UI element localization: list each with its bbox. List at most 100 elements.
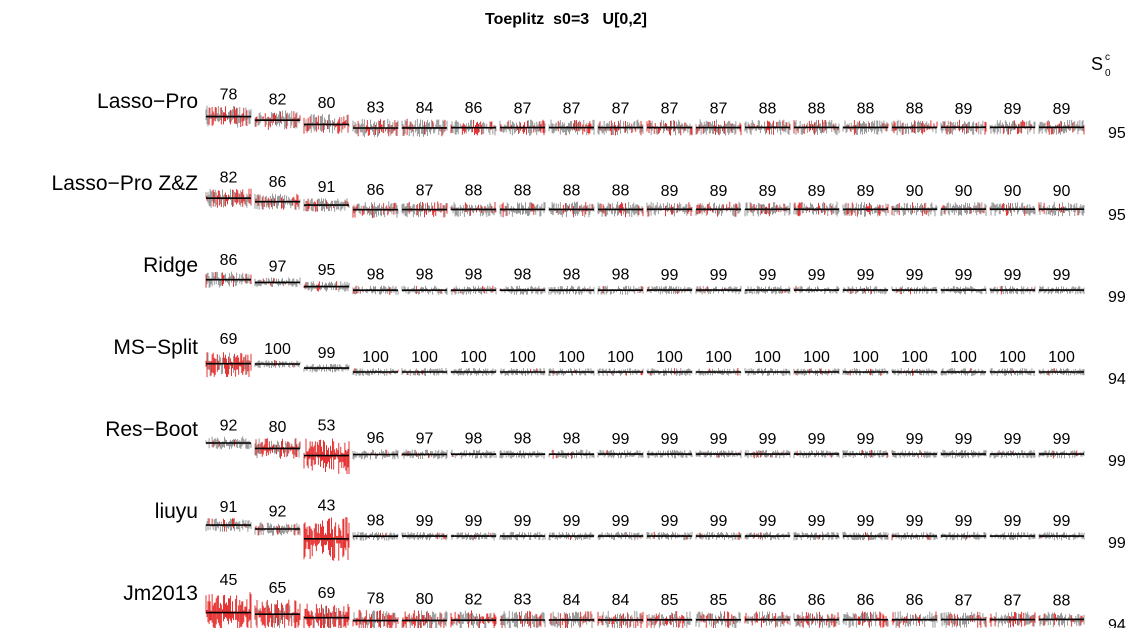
- coverage-panel: 43: [303, 498, 350, 561]
- coverage-label: 92: [269, 503, 287, 520]
- coverage-panel: 100: [499, 349, 546, 376]
- coverage-label: 99: [318, 345, 336, 362]
- coverage-label: 98: [563, 431, 581, 448]
- coverage-panel: 99: [303, 345, 350, 373]
- coverage-panel: 87: [646, 100, 693, 136]
- coverage-label: 98: [367, 513, 385, 530]
- coverage-label: 89: [710, 183, 728, 200]
- coverage-panel: 99: [450, 513, 497, 541]
- coverage-panel: 98: [352, 513, 399, 541]
- coverage-panel: 82: [205, 169, 252, 208]
- coverage-label: 90: [906, 183, 924, 200]
- s0c-coverage-label: 95: [1108, 207, 1126, 224]
- coverage-label: 98: [563, 267, 581, 284]
- method-row: Lasso−Pro 95 78 82 80 83 84 86 87 87 87 87 87 88 88 88 8…: [97, 87, 1126, 142]
- coverage-label: 97: [269, 258, 287, 275]
- coverage-label: 100: [901, 349, 928, 366]
- coverage-panel: 99: [646, 267, 693, 295]
- coverage-label: 87: [661, 100, 679, 117]
- coverage-panel: 88: [744, 101, 791, 135]
- coverage-label: 99: [808, 513, 826, 530]
- coverage-label: 99: [465, 513, 483, 530]
- coverage-label: 88: [465, 183, 483, 200]
- coverage-panel: 99: [891, 267, 938, 295]
- coverage-label: 89: [857, 183, 875, 200]
- coverage-label: 92: [220, 417, 238, 434]
- coverage-label: 82: [269, 91, 287, 108]
- coverage-label: 99: [416, 513, 434, 530]
- coverage-panel: 88: [597, 183, 644, 218]
- coverage-label: 99: [612, 431, 630, 448]
- coverage-panel: 87: [695, 100, 742, 136]
- coverage-label: 99: [1053, 431, 1071, 448]
- method-label: Ridge: [143, 254, 198, 277]
- coverage-panel: 90: [1038, 183, 1085, 217]
- coverage-label: 53: [318, 418, 336, 435]
- coverage-panel: 99: [744, 513, 791, 541]
- method-row: Lasso−Pro Z&Z 95 82 86 91 86 87 88 88 88 88 89 89 89 8…: [52, 169, 1126, 224]
- coverage-panel: 99: [793, 267, 840, 294]
- coverage-panel: 89: [695, 183, 742, 217]
- method-label: Res−Boot: [105, 418, 198, 441]
- coverage-panel: 90: [891, 183, 938, 217]
- coverage-label: 99: [661, 431, 679, 448]
- coverage-panel: 89: [793, 183, 840, 217]
- coverage-panel: 100: [1038, 349, 1085, 376]
- coverage-panel: 100: [842, 349, 889, 376]
- coverage-label: 100: [509, 349, 536, 366]
- method-label: Lasso−Pro Z&Z: [52, 172, 199, 195]
- coverage-label: 89: [661, 183, 679, 200]
- coverage-label: 83: [367, 100, 385, 117]
- coverage-label: 99: [857, 513, 875, 530]
- coverage-panel: 99: [401, 513, 448, 541]
- coverage-panel: 100: [254, 341, 301, 368]
- coverage-panel: 99: [695, 267, 742, 295]
- coverage-label: 100: [460, 349, 487, 366]
- coverage-panel: 99: [597, 513, 644, 541]
- coverage-label: 100: [558, 349, 585, 366]
- coverage-panel: 98: [548, 431, 595, 459]
- coverage-label: 89: [1004, 101, 1022, 118]
- coverage-label: 88: [612, 183, 630, 200]
- chart-title: Toeplitz s0=3 U[0,2]: [485, 11, 647, 28]
- coverage-panel: 84: [401, 100, 448, 137]
- coverage-label: 80: [269, 419, 287, 436]
- coverage-label: 89: [759, 183, 777, 200]
- coverage-label: 100: [656, 349, 683, 366]
- coverage-panel: 99: [499, 513, 546, 541]
- coverage-label: 99: [710, 513, 728, 530]
- coverage-label: 100: [705, 349, 732, 366]
- coverage-panel: 87: [597, 100, 644, 136]
- coverage-panel: 99: [646, 513, 693, 541]
- coverage-panel: 98: [548, 267, 595, 295]
- coverage-panel: 86: [352, 182, 399, 219]
- coverage-label: 99: [514, 513, 532, 530]
- coverage-panel: 100: [401, 349, 448, 376]
- coverage-label: 89: [1053, 101, 1071, 118]
- coverage-label: 86: [367, 182, 385, 199]
- coverage-label: 96: [367, 430, 385, 447]
- coverage-label: 87: [710, 100, 728, 117]
- coverage-panel: 91: [303, 179, 350, 212]
- coverage-panel: 99: [842, 513, 889, 541]
- coverage-label: 98: [514, 431, 532, 448]
- coverage-panel: 99: [597, 431, 644, 459]
- coverage-label: 100: [754, 349, 781, 366]
- coverage-panel: 100: [793, 349, 840, 376]
- coverage-panel: 80: [303, 95, 350, 134]
- coverage-panel: 78: [205, 87, 252, 128]
- coverage-panel: 92: [205, 417, 252, 450]
- coverage-label: 99: [808, 431, 826, 448]
- coverage-panel: 99: [842, 431, 889, 459]
- coverage-label: 87: [416, 182, 434, 199]
- coverage-panel: 99: [793, 431, 840, 459]
- coverage-panel: 86: [254, 174, 301, 210]
- coverage-label: 99: [808, 267, 826, 284]
- coverage-panel: 89: [842, 183, 889, 217]
- coverage-panel: 89: [646, 183, 693, 217]
- coverage-label: 95: [318, 262, 336, 279]
- coverage-label: 88: [514, 183, 532, 200]
- coverage-panel: 99: [940, 267, 987, 295]
- coverage-panel: 88: [793, 101, 840, 136]
- coverage-label: 99: [906, 267, 924, 284]
